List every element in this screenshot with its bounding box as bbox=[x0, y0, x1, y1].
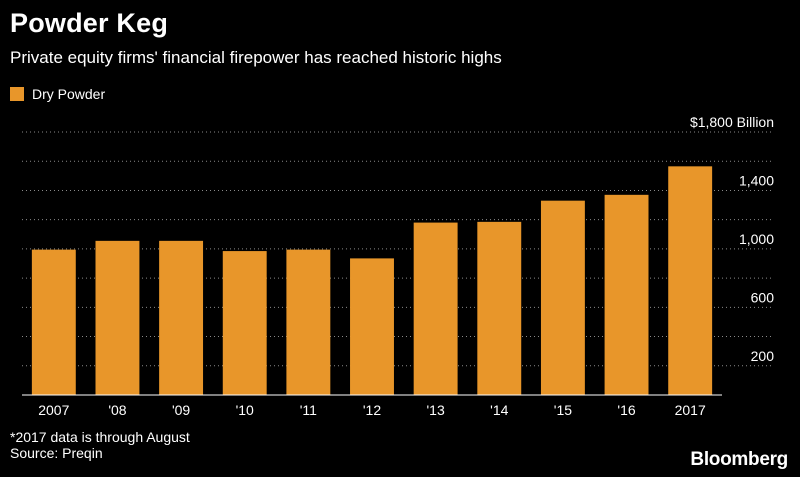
bar bbox=[604, 194, 649, 395]
footnote-source: Source: Preqin bbox=[10, 445, 103, 461]
y-tick-label: 1,400 bbox=[739, 172, 774, 188]
bar bbox=[31, 249, 76, 395]
bar bbox=[668, 166, 713, 395]
chart-subtitle: Private equity firms' financial firepowe… bbox=[10, 48, 502, 67]
legend: Dry Powder bbox=[10, 86, 105, 102]
chart-title: Powder Keg bbox=[10, 8, 169, 38]
x-tick-label: '08 bbox=[108, 402, 126, 418]
x-tick-label: '09 bbox=[172, 402, 190, 418]
bar bbox=[540, 200, 585, 395]
y-tick-label: $1,800 Billion bbox=[690, 114, 774, 130]
x-tick-label: '14 bbox=[490, 402, 508, 418]
x-tick-label: 2007 bbox=[38, 402, 69, 418]
footnote: *2017 data is through August Source: Pre… bbox=[10, 429, 190, 461]
bar bbox=[413, 222, 458, 395]
x-tick-label: '11 bbox=[300, 402, 317, 418]
bloomberg-logo: Bloomberg bbox=[690, 449, 788, 470]
legend-label-dry-powder: Dry Powder bbox=[32, 86, 106, 102]
bar bbox=[95, 240, 140, 395]
bar bbox=[286, 249, 331, 395]
x-tick-label: '13 bbox=[427, 402, 445, 418]
y-tick-label: 1,000 bbox=[739, 231, 774, 247]
x-tick-label: '10 bbox=[236, 402, 254, 418]
x-tick-label: 2017 bbox=[675, 402, 706, 418]
y-tick-label: 200 bbox=[751, 348, 775, 364]
bar bbox=[350, 258, 394, 395]
bar bbox=[159, 240, 204, 395]
x-tick-label: '15 bbox=[554, 402, 572, 418]
y-tick-label: 600 bbox=[751, 289, 775, 305]
legend-swatch-dry-powder bbox=[10, 87, 24, 101]
x-tick-label: '16 bbox=[617, 402, 635, 418]
x-tick-label: '12 bbox=[363, 402, 381, 418]
footnote-note: *2017 data is through August bbox=[10, 429, 190, 445]
bar bbox=[222, 251, 267, 395]
bar bbox=[477, 221, 522, 395]
